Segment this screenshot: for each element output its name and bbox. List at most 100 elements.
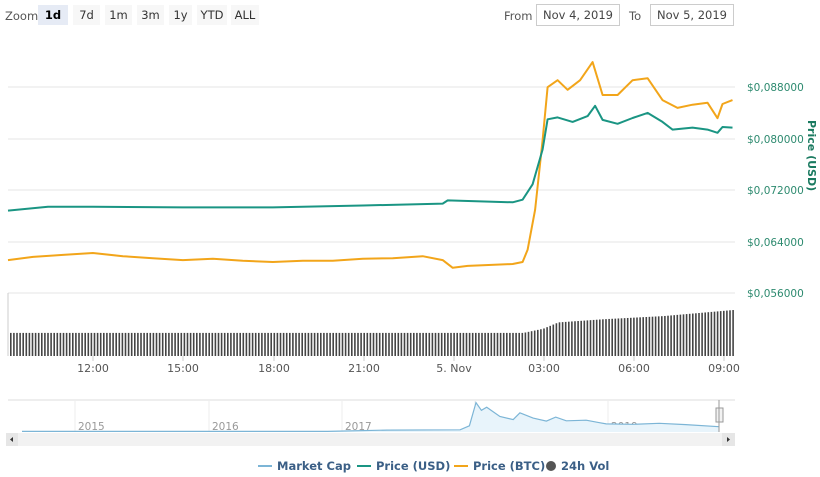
volume-bar — [62, 332, 65, 356]
volume-bar — [227, 332, 229, 356]
volume-bar — [369, 332, 372, 356]
volume-bar — [496, 332, 499, 356]
zoom-label: Zoom — [5, 9, 39, 23]
volume-bar — [161, 332, 164, 356]
volume-bar — [65, 332, 68, 356]
volume-bar — [338, 332, 341, 356]
volume-bar — [630, 317, 632, 356]
zoom-ytd-button[interactable]: YTD — [197, 5, 227, 25]
volume-bar — [685, 314, 688, 356]
zoom-7d-button[interactable]: 7d — [73, 5, 100, 25]
volume-bar — [289, 332, 291, 356]
volume-bar — [81, 332, 83, 356]
scrollbar-track[interactable] — [6, 433, 735, 446]
volume-bar — [146, 332, 148, 356]
to-date-input[interactable]: Nov 5, 2019 — [650, 4, 734, 26]
zoom-1y-button[interactable]: 1y — [169, 5, 192, 25]
volume-bar — [47, 332, 49, 356]
x-tick-label: 09:00 — [708, 362, 740, 375]
volume-bar — [112, 332, 114, 356]
x-tick-label: 18:00 — [258, 362, 290, 375]
volume-bar — [316, 332, 319, 356]
volume-bar — [130, 332, 133, 356]
volume-bar — [673, 315, 675, 356]
volume-bar — [335, 332, 338, 356]
x-tick-label: 21:00 — [348, 362, 380, 375]
volume-bar — [301, 332, 303, 356]
volume-bar — [592, 319, 595, 356]
y-tick-label: $0,056000 — [747, 288, 804, 300]
volume-bar — [561, 322, 564, 356]
volume-bar — [527, 331, 530, 356]
zoom-1d-button[interactable]: 1d — [38, 5, 68, 25]
volume-bar — [385, 332, 387, 356]
volume-bar — [124, 332, 127, 356]
legend-label: 24h Vol — [561, 459, 610, 473]
legend-price-btc[interactable]: Price (BTC) — [454, 459, 545, 473]
volume-bar — [375, 332, 378, 356]
volume-bar — [577, 321, 579, 356]
volume-bar — [230, 332, 232, 356]
volume-bar — [31, 332, 34, 356]
volume-bar — [599, 319, 601, 356]
volume-bar — [183, 332, 186, 356]
volume-bar — [611, 318, 613, 356]
navigator-tick-label: 2015 — [78, 421, 105, 433]
volume-bar — [716, 311, 719, 356]
volume-bar — [115, 332, 117, 356]
volume-bar — [540, 329, 542, 356]
volume-bar — [481, 332, 483, 356]
navigator-tick-label: 2016 — [212, 421, 239, 433]
legend-price-usd[interactable]: Price (USD) — [357, 459, 450, 473]
volume-bar — [636, 317, 638, 356]
volume-bar — [670, 315, 672, 356]
volume-bar — [351, 332, 353, 356]
volume-bar — [196, 332, 198, 356]
volume-bar — [422, 332, 424, 356]
volume-bar — [357, 332, 359, 356]
volume-bar — [22, 332, 24, 356]
zoom-1m-button[interactable]: 1m — [105, 5, 132, 25]
volume-bar — [261, 332, 263, 356]
volume-bar — [530, 331, 533, 356]
zoom-all-button[interactable]: ALL — [231, 5, 259, 25]
volume-bar — [93, 332, 96, 356]
volume-bar — [292, 332, 294, 356]
volume-bar — [276, 332, 279, 356]
volume-bar — [434, 332, 437, 356]
volume-bar — [295, 332, 297, 356]
volume-bar — [78, 332, 80, 356]
volume-bar — [692, 313, 694, 356]
volume-bar — [298, 332, 300, 356]
volume-bar — [121, 332, 124, 356]
volume-bar — [50, 332, 52, 356]
volume-bar — [425, 332, 427, 356]
market-cap-line — [22, 401, 720, 432]
volume-bar — [177, 332, 179, 356]
volume-bar — [437, 332, 440, 356]
volume-bar — [332, 332, 334, 356]
from-date-input[interactable]: Nov 4, 2019 — [536, 4, 620, 26]
scroll-right-arrow-icon — [727, 437, 730, 442]
volume-bar — [239, 332, 241, 356]
volume-bar — [270, 332, 272, 356]
legend-market-cap[interactable]: Market Cap — [258, 459, 351, 473]
scroll-left-arrow-icon — [10, 437, 13, 442]
volume-bar — [192, 332, 195, 356]
legend-24h-vol[interactable]: 24h Vol — [546, 459, 609, 473]
volume-bar — [431, 332, 434, 356]
volume-bar — [34, 332, 37, 356]
volume-bar — [555, 323, 558, 356]
volume-bar — [595, 319, 598, 356]
volume-bar — [688, 313, 691, 356]
volume-bar — [53, 332, 55, 356]
volume-bar — [499, 332, 502, 356]
volume-bar — [406, 332, 409, 356]
volume-bar — [583, 320, 586, 356]
zoom-3m-button[interactable]: 3m — [137, 5, 164, 25]
volume-bar — [676, 314, 679, 356]
volume-bar — [106, 332, 108, 356]
volume-bar — [214, 332, 217, 356]
volume-bar — [10, 332, 12, 356]
